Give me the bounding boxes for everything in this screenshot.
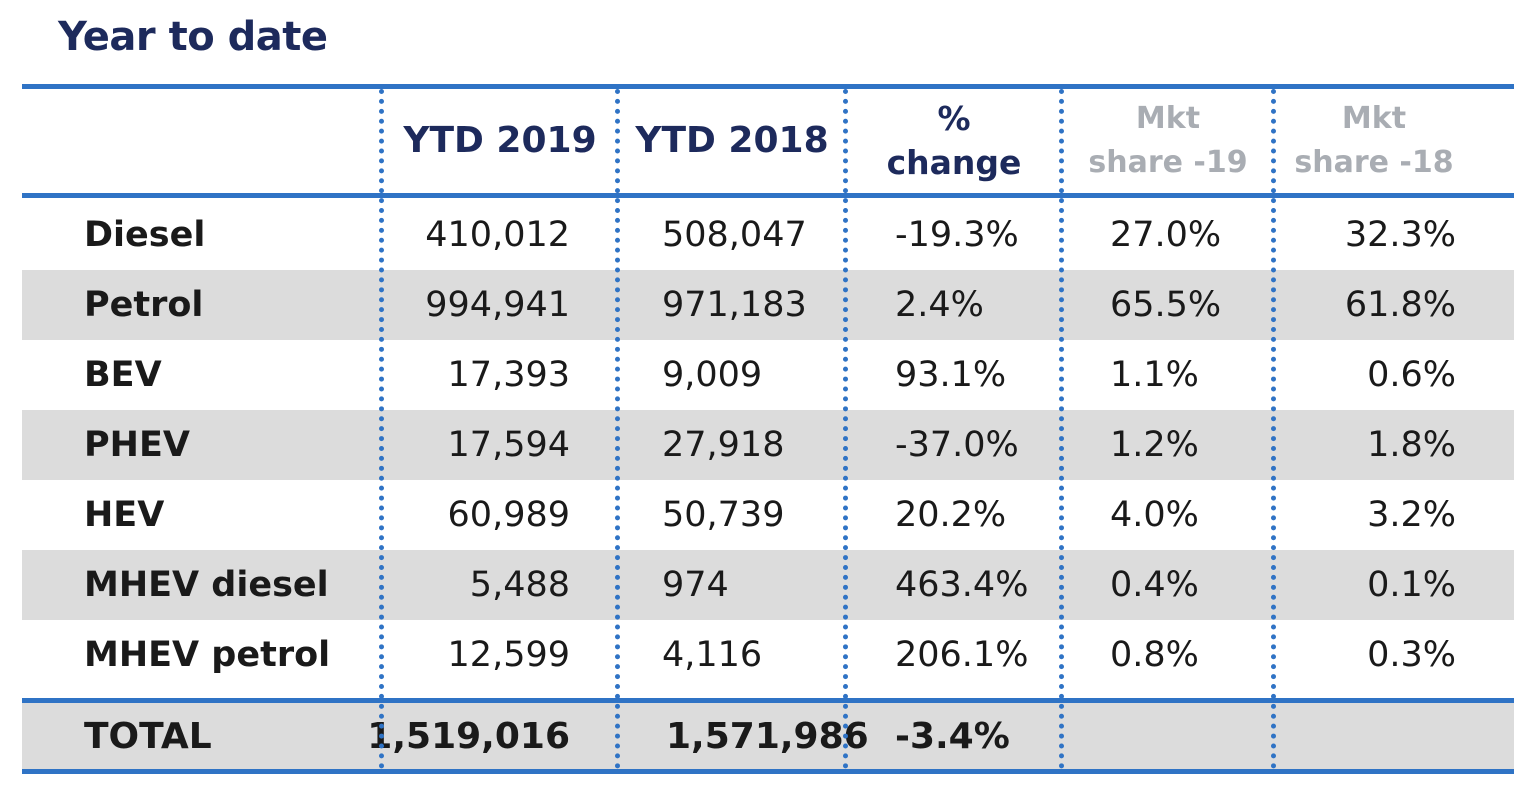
header-bottom-rule — [22, 193, 1514, 198]
header-mkt-share-18: Mkt share -18 — [1294, 101, 1454, 180]
row-label: HEV — [84, 495, 165, 535]
mkt-share-19-value: 1.1% — [1110, 355, 1199, 395]
table-row: MHEV diesel 5,488 974 463.4% 0.4% 0.1% — [22, 550, 1514, 620]
ytd-2019-value: 60,989 — [447, 495, 570, 535]
total-row: TOTAL 1,519,016 1,571,986 -3.4% — [22, 703, 1514, 769]
ytd-2018-value: 50,739 — [662, 495, 785, 535]
column-divider — [379, 89, 384, 769]
pct-change-value: -37.0% — [895, 425, 1019, 465]
mkt-share-18-value: 0.1% — [1367, 565, 1456, 605]
ytd-2019-value: 410,012 — [425, 215, 570, 255]
mkt-share-19-value: 0.4% — [1110, 565, 1199, 605]
pct-change-value: -19.3% — [895, 215, 1019, 255]
mkt-share-19-value: 4.0% — [1110, 495, 1199, 535]
pct-change-value: 2.4% — [895, 285, 984, 325]
ytd-2019-value: 17,393 — [447, 355, 570, 395]
page-title: Year to date — [58, 14, 328, 60]
pct-change-value: 93.1% — [895, 355, 1007, 395]
row-label: PHEV — [84, 425, 190, 465]
ytd-2019-value: 994,941 — [425, 285, 570, 325]
table-row: BEV 17,393 9,009 93.1% 1.1% 0.6% — [22, 340, 1514, 410]
ytd-2019-value: 17,594 — [447, 425, 570, 465]
row-label: Petrol — [84, 285, 204, 325]
total-top-rule — [22, 698, 1514, 703]
header-mkt-share-19: Mkt share -19 — [1088, 101, 1248, 180]
table-row: MHEV petrol 12,599 4,116 206.1% 0.8% 0.3… — [22, 620, 1514, 690]
pct-change-value: 206.1% — [895, 635, 1029, 675]
mkt-share-18-value: 1.8% — [1367, 425, 1456, 465]
mkt-share-18-value: 0.6% — [1367, 355, 1456, 395]
column-divider — [843, 89, 848, 769]
ytd-2018-value: 27,918 — [662, 425, 785, 465]
ytd-2019-value: 12,599 — [447, 635, 570, 675]
header-ytd-2018: YTD 2018 — [635, 120, 829, 161]
total-pct-change: -3.4% — [895, 715, 1010, 757]
mkt-share-18-value: 32.3% — [1344, 215, 1456, 255]
mkt-share-19-value: 65.5% — [1110, 285, 1222, 325]
mkt-share-19-value: 1.2% — [1110, 425, 1199, 465]
ytd-2018-value: 971,183 — [662, 285, 807, 325]
mkt-share-18-value: 61.8% — [1344, 285, 1456, 325]
row-label: MHEV diesel — [84, 565, 329, 605]
table-bottom-rule — [22, 769, 1514, 774]
table-row: PHEV 17,594 27,918 -37.0% 1.2% 1.8% — [22, 410, 1514, 480]
mkt-share-19-value: 0.8% — [1110, 635, 1199, 675]
total-ytd-2018: 1,571,986 — [666, 715, 869, 757]
pct-change-value: 463.4% — [895, 565, 1029, 605]
mkt-share-19-value: 27.0% — [1110, 215, 1222, 255]
ytd-2018-value: 4,116 — [662, 635, 763, 675]
mkt-share-18-value: 3.2% — [1367, 495, 1456, 535]
mkt-share-18-value: 0.3% — [1367, 635, 1456, 675]
ytd-2018-value: 9,009 — [662, 355, 763, 395]
row-label: BEV — [84, 355, 162, 395]
table-row: HEV 60,989 50,739 20.2% 4.0% 3.2% — [22, 480, 1514, 550]
table-header-row: YTD 2019 YTD 2018 % change Mkt share -19… — [22, 89, 1514, 193]
column-divider — [615, 89, 620, 769]
table-row: Petrol 994,941 971,183 2.4% 65.5% 61.8% — [22, 270, 1514, 340]
ytd-2018-value: 974 — [662, 565, 729, 605]
ytd-2018-value: 508,047 — [662, 215, 807, 255]
header-pct-change: % change — [886, 99, 1022, 182]
column-divider — [1271, 89, 1276, 769]
ytd-2019-value: 5,488 — [469, 565, 570, 605]
pct-change-value: 20.2% — [895, 495, 1007, 535]
row-label: Diesel — [84, 215, 206, 255]
table-top-rule — [22, 84, 1514, 89]
header-ytd-2019: YTD 2019 — [403, 120, 597, 161]
total-label: TOTAL — [84, 715, 212, 757]
row-label: MHEV petrol — [84, 635, 331, 675]
table-row: Diesel 410,012 508,047 -19.3% 27.0% 32.3… — [22, 200, 1514, 270]
column-divider — [1059, 89, 1064, 769]
total-ytd-2019: 1,519,016 — [367, 715, 570, 757]
